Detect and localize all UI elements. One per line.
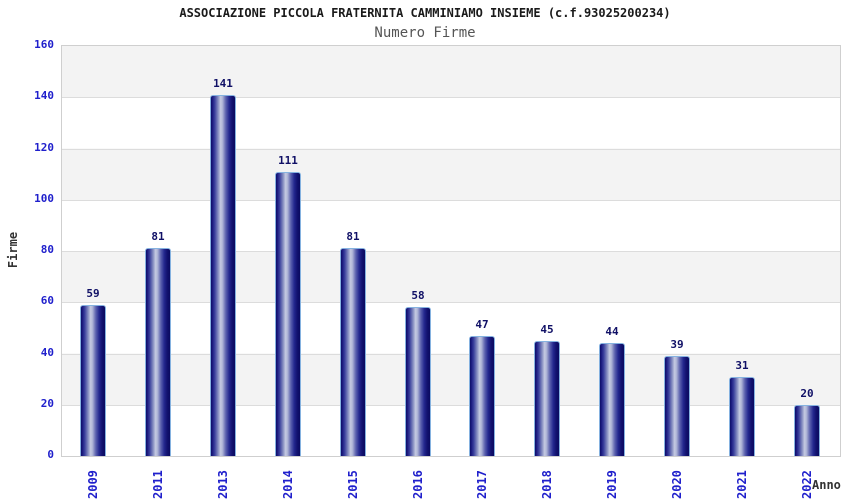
bar: [729, 377, 755, 456]
x-tick-label: 2016: [411, 470, 425, 499]
chart-title: ASSOCIAZIONE PICCOLA FRATERNITA CAMMINIA…: [179, 6, 671, 20]
bar: [340, 248, 366, 456]
bar-value-label: 81: [346, 230, 360, 243]
bar-value-label: 58: [411, 289, 425, 302]
bar-value-label: 39: [670, 338, 684, 351]
bar-value-label: 81: [151, 230, 165, 243]
x-tick-label: 2011: [151, 470, 165, 499]
bar-value-label: 111: [278, 154, 298, 167]
bar: [80, 305, 106, 456]
y-tick-label: 60: [40, 294, 54, 308]
gridline: [62, 404, 840, 406]
bar: [599, 343, 625, 456]
bar: [405, 307, 431, 456]
bar: [469, 336, 495, 456]
y-tick-label: 20: [40, 396, 54, 410]
x-tick-label: 2014: [281, 470, 295, 499]
chart-subtitle: Numero Firme: [374, 25, 476, 41]
plot-area: [61, 45, 841, 457]
gridline: [62, 148, 840, 150]
x-tick-label: 2021: [735, 470, 749, 499]
bar: [145, 248, 171, 456]
gridline: [62, 251, 840, 252]
bar-value-label: 59: [86, 287, 100, 300]
x-tick-label: 2015: [346, 470, 360, 499]
bar-value-label: 20: [800, 387, 814, 400]
y-tick-label: 40: [40, 345, 54, 359]
gridline: [62, 302, 840, 304]
bar-value-label: 47: [475, 318, 489, 331]
x-tick-label: 2018: [540, 470, 554, 499]
y-tick-label: 80: [40, 243, 54, 256]
x-tick-label: 2017: [475, 470, 489, 499]
gridline: [62, 97, 840, 99]
bar: [275, 172, 301, 456]
x-tick-label: 2020: [670, 470, 684, 499]
y-tick-label: 100: [34, 191, 54, 205]
y-tick-label: 0: [47, 448, 54, 461]
y-tick-label: 120: [34, 140, 54, 154]
bar: [210, 95, 236, 456]
y-tick-label: 160: [34, 38, 54, 51]
bar: [664, 356, 690, 456]
bar-value-label: 141: [213, 77, 233, 90]
x-axis-label: Anno: [812, 478, 841, 492]
y-tick-label: 140: [34, 89, 54, 103]
gridline: [62, 199, 840, 201]
x-tick-label: 2019: [605, 470, 619, 499]
bar: [534, 341, 560, 456]
bar-value-label: 31: [735, 359, 749, 372]
bar-value-label: 45: [540, 323, 554, 336]
x-tick-label: 2009: [86, 470, 100, 499]
x-tick-label: 2013: [216, 470, 230, 499]
bar-value-label: 44: [605, 325, 619, 338]
gridline: [62, 353, 840, 355]
bar: [794, 405, 820, 456]
